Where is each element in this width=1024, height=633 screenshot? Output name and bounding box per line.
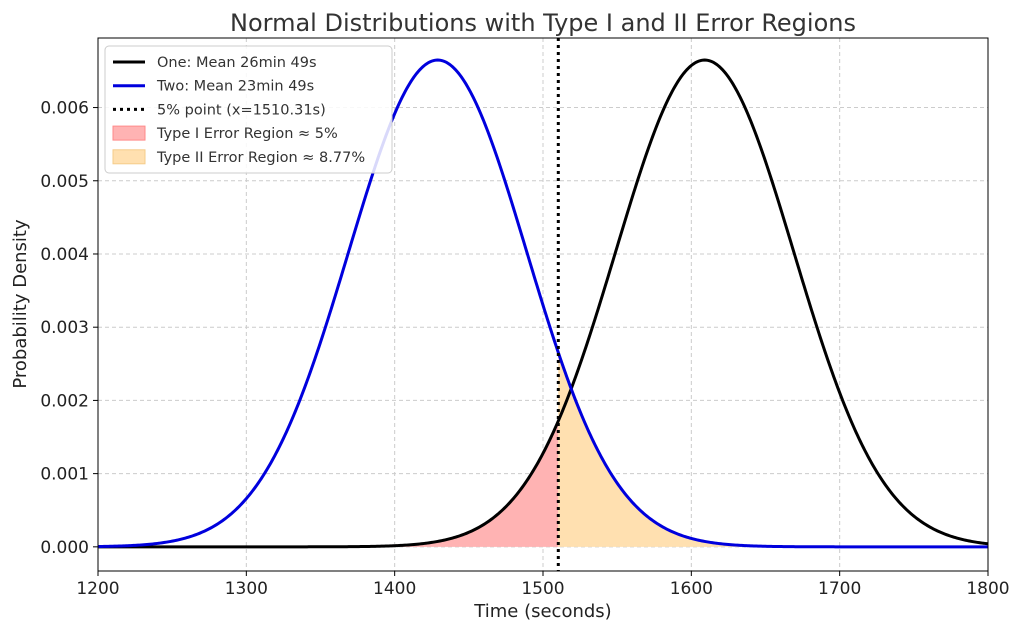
x-axis-label: Time (seconds) (473, 601, 611, 622)
x-tick-label: 1500 (521, 579, 564, 599)
series-line (97, 58, 988, 549)
y-tick-label: 0.003 (40, 318, 89, 338)
x-tick-label: 1200 (76, 579, 119, 599)
error-regions (98, 352, 988, 547)
x-tick-label: 1700 (818, 579, 861, 599)
legend-label: One: Mean 26min 49s (157, 55, 317, 71)
x-tick-label: 1800 (966, 579, 1009, 599)
y-tick-label: 0.006 (40, 99, 89, 119)
legend-label: Two: Mean 23min 49s (156, 79, 314, 95)
y-tick-label: 0.004 (40, 245, 89, 265)
legend-label: 5% point (x=1510.31s) (157, 102, 326, 118)
y-tick-label: 0.000 (40, 538, 89, 558)
x-tick-label: 1400 (373, 579, 416, 599)
error-region (558, 352, 988, 547)
y-axis-ticks: 0.000 0.001 0.002 0.003 0.004 0.005 0.006 (40, 99, 98, 558)
series-line (98, 58, 989, 549)
legend-box (104, 45, 393, 174)
legend-label: Type I Error Region ≈ 5% (156, 126, 338, 142)
y-tick-label: 0.001 (40, 465, 89, 485)
legend-patch-swatch (112, 125, 146, 141)
y-axis-label: Probability Density (10, 219, 31, 389)
x-axis-ticks: 1200 1300 1400 1500 1600 1700 1800 (76, 571, 1010, 599)
error-region (98, 420, 559, 547)
x-tick-label: 1600 (670, 579, 713, 599)
chart-title: Normal Distributions with Type I and II … (230, 9, 856, 37)
y-tick-label: 0.005 (40, 172, 89, 192)
legend: One: Mean 26min 49s Two: Mean 23min 49s 5%… (104, 45, 393, 174)
y-tick-label: 0.002 (40, 391, 89, 411)
legend-patch-swatch (112, 149, 146, 165)
curves (97, 58, 989, 549)
x-tick-label: 1300 (225, 579, 268, 599)
legend-label: Type II Error Region ≈ 8.77% (156, 150, 365, 166)
